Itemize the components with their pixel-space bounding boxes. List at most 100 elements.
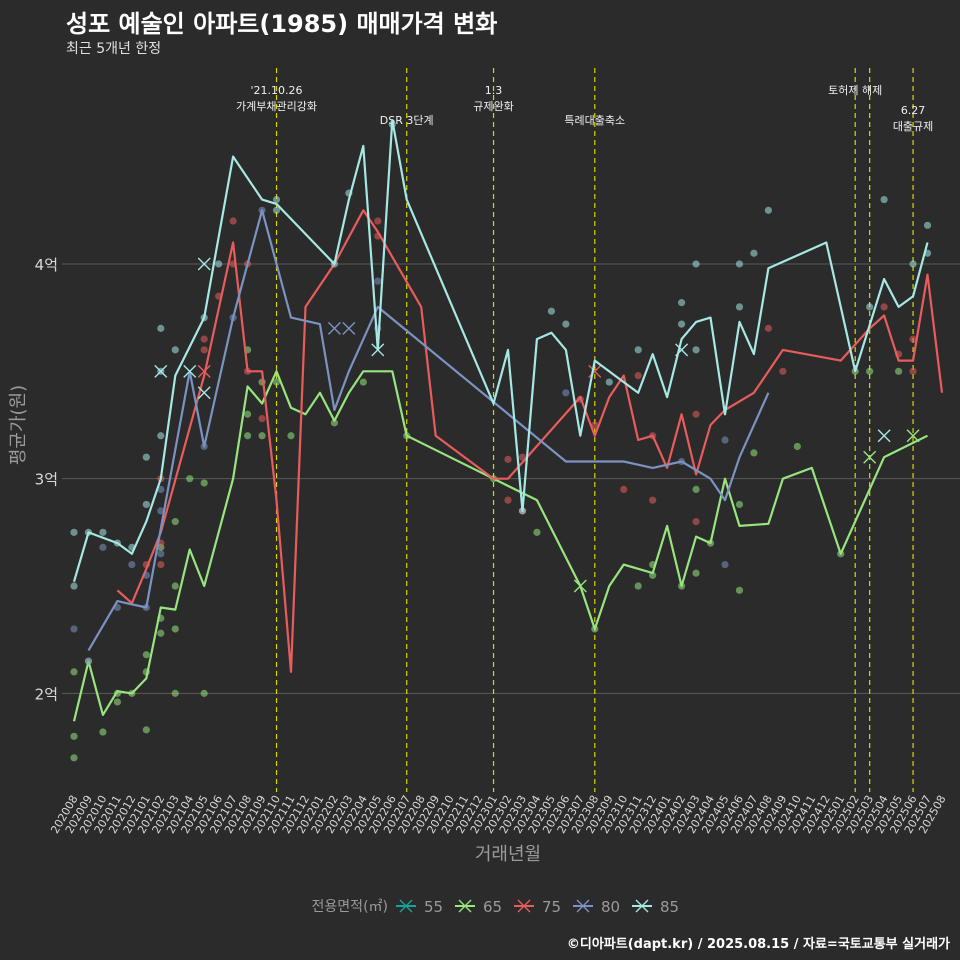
data-point — [504, 496, 512, 504]
data-point — [157, 432, 165, 440]
data-point — [70, 668, 78, 676]
legend-label: 65 — [483, 898, 502, 916]
data-point — [99, 543, 107, 551]
data-point — [171, 518, 179, 526]
data-point — [620, 485, 628, 494]
data-point — [70, 625, 78, 633]
data-point — [692, 485, 700, 494]
data-point — [735, 303, 744, 311]
data-point — [764, 324, 773, 332]
cross-marker — [197, 257, 211, 271]
data-point — [692, 346, 700, 354]
data-point — [562, 389, 570, 397]
data-point — [99, 728, 107, 736]
data-point — [735, 260, 744, 268]
legend-label: 80 — [601, 898, 620, 916]
series-85 — [70, 119, 932, 590]
data-point — [880, 303, 888, 311]
data-point — [721, 436, 729, 444]
data-point — [157, 560, 165, 569]
data-point — [157, 550, 165, 558]
series-80 — [70, 206, 770, 665]
data-point — [113, 698, 121, 706]
cross-marker — [327, 321, 341, 335]
data-point — [200, 335, 208, 343]
series-line — [72, 370, 928, 722]
event-label: DSR 3단계 — [380, 114, 434, 127]
cross-marker — [371, 343, 385, 357]
data-point — [591, 421, 599, 429]
data-point — [793, 442, 801, 451]
y-tick-label: 4억 — [35, 256, 58, 274]
data-point — [70, 582, 78, 590]
event-label: 토허제 해제 — [828, 83, 882, 97]
data-point — [272, 378, 281, 386]
legend-item-55: 55 — [396, 898, 443, 916]
data-point — [287, 432, 295, 440]
data-point — [634, 372, 642, 380]
data-point — [244, 410, 252, 418]
series-line — [87, 209, 770, 651]
data-point — [678, 320, 686, 328]
data-point — [649, 496, 657, 504]
data-point — [374, 217, 382, 225]
data-point — [99, 528, 107, 536]
data-point — [70, 528, 78, 536]
data-point — [171, 582, 179, 590]
legend-item-75: 75 — [514, 898, 561, 916]
data-point — [735, 500, 744, 509]
cross-marker — [877, 429, 891, 443]
data-point — [142, 571, 150, 579]
data-point — [128, 560, 136, 569]
chart-subtitle: 최근 5개년 한정 — [66, 41, 162, 57]
data-point — [157, 629, 165, 637]
event-label: 특례대출축소 — [564, 114, 625, 127]
data-point — [880, 195, 888, 204]
data-point — [258, 432, 266, 440]
y-tick-label: 3억 — [35, 471, 58, 489]
data-point — [157, 485, 165, 494]
data-point — [605, 378, 613, 386]
data-point — [142, 453, 150, 461]
legend-label: 75 — [542, 898, 561, 916]
data-point — [504, 455, 512, 463]
data-point — [70, 732, 78, 740]
data-point — [909, 367, 917, 375]
data-point — [764, 206, 773, 214]
cross-marker — [573, 579, 587, 593]
data-point — [142, 726, 150, 734]
legend-label: 85 — [660, 898, 679, 916]
data-point — [330, 419, 338, 427]
data-point — [171, 625, 179, 633]
data-point — [272, 206, 281, 214]
data-point — [200, 346, 208, 354]
data-point — [200, 479, 208, 487]
x-axis-title: 거래년월 — [475, 844, 541, 865]
source-credit: ©디아파트(dapt.kr) / 2025.08.15 / 자료=국토교통부 실… — [566, 937, 950, 952]
cross-marker — [906, 429, 920, 443]
data-point — [779, 367, 787, 375]
y-axis-title: 평균가(원) — [8, 385, 29, 465]
data-point — [750, 249, 758, 257]
cross-marker — [588, 364, 602, 378]
data-point — [634, 582, 642, 590]
data-point — [923, 221, 932, 229]
data-point — [866, 303, 874, 311]
cross-marker — [197, 364, 211, 378]
series-65 — [70, 346, 928, 762]
data-point — [692, 410, 700, 418]
legend-cross — [458, 899, 472, 913]
event-label: 6.27 — [901, 104, 926, 117]
series-line — [72, 119, 929, 583]
data-point — [692, 518, 700, 526]
data-point — [359, 378, 367, 386]
data-point — [258, 414, 266, 423]
data-point — [157, 324, 165, 332]
data-point — [84, 657, 93, 665]
legend-cross — [399, 899, 413, 913]
cross-marker — [863, 450, 877, 464]
data-point — [562, 320, 570, 328]
data-point — [70, 754, 78, 762]
series-75 — [116, 209, 944, 673]
